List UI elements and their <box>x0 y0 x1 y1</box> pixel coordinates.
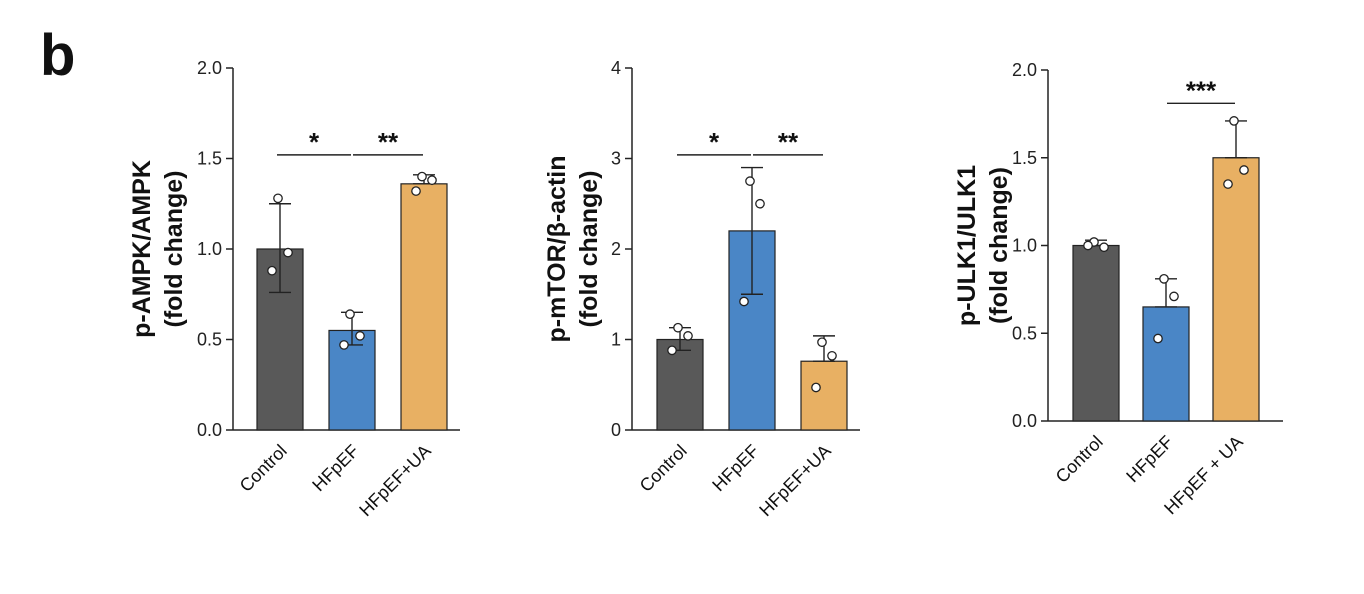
significance-label: *** <box>1186 75 1217 105</box>
category-label: HFpEF <box>708 441 762 495</box>
y-tick-label: 0.5 <box>197 330 222 350</box>
data-point <box>273 193 283 204</box>
data-point <box>1229 116 1239 126</box>
bar-control <box>656 338 704 431</box>
data-point <box>1099 242 1109 253</box>
y-axis-title: (fold change) <box>160 171 188 328</box>
data-point <box>339 340 349 350</box>
panel-letter: b <box>40 23 76 88</box>
bar-hfpef-ua <box>1212 157 1260 422</box>
data-point <box>1239 165 1249 175</box>
y-tick-label: 1.0 <box>1012 236 1037 256</box>
data-point <box>817 337 827 348</box>
category-label: HFpEF+UA <box>755 441 835 521</box>
y-tick-label: 1 <box>611 330 621 350</box>
y-axis-title: p-ULK1/ULK1 <box>953 165 981 326</box>
data-point <box>667 345 677 356</box>
chart-1: 0.0 0.5 1.0 1.5 2.0 p-AMPK/AMPK (fold change) *… <box>128 58 460 520</box>
y-tick-label: 1.5 <box>197 149 222 169</box>
data-point <box>683 331 693 341</box>
y-tick-label: 2.0 <box>197 58 222 78</box>
data-point <box>739 296 749 307</box>
data-point <box>355 331 365 341</box>
y-tick-label: 1.0 <box>197 239 222 259</box>
y-axis-title: (fold change) <box>985 167 1013 324</box>
y-axis-title: p-mTOR/β-actin <box>543 155 571 342</box>
data-point <box>745 176 755 186</box>
y-axis-title: p-AMPK/AMPK <box>128 160 156 338</box>
bar-hfpef <box>328 329 376 431</box>
category-label: HFpEF <box>308 441 362 495</box>
y-tick-label: 0.0 <box>1012 411 1037 431</box>
data-point <box>1083 240 1093 251</box>
category-label: HFpEF+UA <box>355 441 435 521</box>
y-tick-label: 1.5 <box>1012 148 1037 168</box>
y-tick-label: 3 <box>611 149 621 169</box>
data-point <box>1153 333 1163 344</box>
y-tick-label: 2 <box>611 239 621 259</box>
category-label: Control <box>1052 432 1107 487</box>
data-point <box>411 186 421 196</box>
bar-hfpef-ua <box>400 183 448 431</box>
data-point <box>1159 273 1169 284</box>
data-point <box>755 198 765 209</box>
category-label: Control <box>636 441 691 496</box>
bar-hfpef <box>1142 306 1190 422</box>
data-point <box>267 265 277 276</box>
y-tick-label: 2.0 <box>1012 60 1037 80</box>
y-axis-title: (fold change) <box>575 171 603 328</box>
category-label: HFpEF <box>1122 432 1176 486</box>
significance-label: * <box>309 127 320 157</box>
data-point <box>427 175 437 186</box>
data-point <box>283 247 293 258</box>
data-point <box>1223 179 1233 189</box>
data-point <box>345 309 355 320</box>
category-label: Control <box>236 441 291 496</box>
significance-label: ** <box>378 127 399 157</box>
data-point <box>1169 291 1179 302</box>
data-point <box>417 171 427 182</box>
data-point <box>811 382 821 393</box>
data-point <box>827 350 837 361</box>
y-tick-label: 4 <box>611 58 621 78</box>
y-tick-label: 0.5 <box>1012 323 1037 343</box>
y-tick-label: 0 <box>611 420 621 440</box>
y-tick-label: 0.0 <box>197 420 222 440</box>
chart-3: 0.0 0.5 1.0 1.5 2.0 p-ULK1/ULK1 (fold change) *… <box>953 60 1283 518</box>
data-point <box>673 322 683 333</box>
significance-label: * <box>709 127 720 157</box>
bar-control <box>1072 244 1120 422</box>
bar-hfpef-ua <box>800 360 848 431</box>
significance-label: ** <box>778 127 799 157</box>
